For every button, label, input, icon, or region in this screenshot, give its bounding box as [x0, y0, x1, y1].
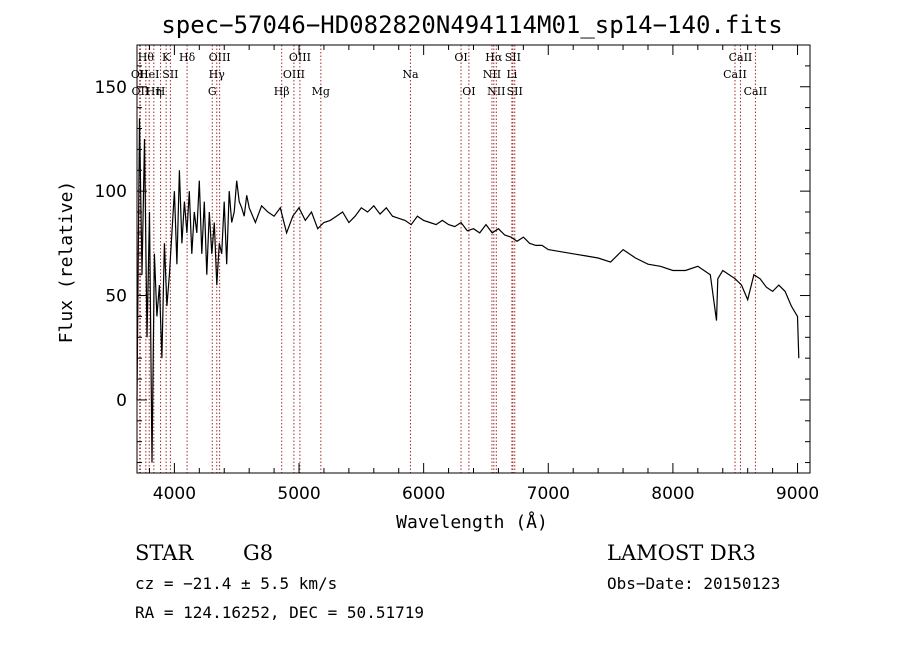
spectral-subclass: G8 — [243, 541, 274, 565]
chart-title: spec−57046−HD082820N494114M01_sp14−140.f… — [161, 11, 782, 39]
spectral-line-label: SII — [505, 51, 521, 64]
x-axis-label: Wavelength (Å) — [396, 511, 548, 533]
spectral-line-label: Hβ — [274, 85, 290, 98]
spectral-line-label: CaII — [729, 51, 753, 64]
x-axis-ticks: 4000 5000 6000 7000 8000 9000 — [148, 45, 819, 504]
spectral-line-label: SII — [162, 68, 178, 81]
y-axis-label: Flux (relative) — [56, 181, 77, 344]
spectral-line-label: NII — [487, 85, 505, 98]
x-tick-label: 8000 — [651, 484, 694, 504]
spectral-line-label: Hη — [146, 85, 162, 98]
observation-date: Obs−Date: 20150123 — [607, 574, 781, 593]
spectral-line-label: OII — [131, 68, 149, 81]
spectral-line-label: OIII — [289, 51, 311, 64]
spectral-line-label: OIII — [283, 68, 305, 81]
object-class: STAR — [135, 541, 194, 565]
survey-name: LAMOST DR3 — [607, 541, 756, 565]
spectral-line-label: G — [208, 85, 217, 98]
spectral-line-label: Na — [402, 68, 419, 81]
y-tick-label: 100 — [95, 182, 127, 202]
spectral-line-label: Hδ — [179, 51, 196, 64]
spectral-line-label: SII — [507, 85, 523, 98]
x-tick-label: 9000 — [776, 484, 819, 504]
spectral-line-label: HeI — [139, 68, 159, 81]
spectral-line-labels: OIIOIIHθHeIHηHKSIIHδGHγOIIIHβOIIIOIIIMgN… — [131, 51, 767, 98]
spectral-line-markers — [139, 45, 756, 473]
spectral-line-label: K — [162, 51, 171, 64]
spectral-line-label: H — [156, 85, 166, 98]
spectral-line-label: Li — [506, 68, 517, 81]
velocity-readout: cz = −21.4 ± 5.5 km/s — [135, 574, 338, 593]
spectrum-line — [136, 118, 800, 463]
x-tick-label: 7000 — [527, 484, 570, 504]
y-tick-label: 50 — [105, 287, 127, 307]
spectral-line-label: Hα — [485, 51, 503, 64]
spectral-line-label: OIII — [209, 51, 231, 64]
x-tick-label: 4000 — [153, 484, 196, 504]
y-tick-label: 150 — [95, 78, 127, 98]
spectral-line-label: OI — [454, 51, 467, 64]
spectral-line-label: NII — [483, 68, 501, 81]
spectral-line-label: Hγ — [209, 68, 226, 81]
spectral-line-label: CaII — [723, 68, 747, 81]
spectral-line-label: CaII — [744, 85, 768, 98]
plot-frame — [136, 44, 811, 474]
x-tick-label: 5000 — [277, 484, 320, 504]
y-axis-ticks: 0 50 100 150 — [95, 44, 810, 464]
spectral-line-label: OI — [462, 85, 475, 98]
coordinates-readout: RA = 124.16252, DEC = 50.51719 — [135, 603, 424, 622]
spectral-line-label: Hθ — [138, 51, 155, 64]
y-tick-label: 0 — [116, 391, 127, 411]
spectral-line-label: Mg — [312, 85, 330, 98]
x-tick-label: 6000 — [402, 484, 445, 504]
spectral-line-label: OII — [132, 85, 150, 98]
